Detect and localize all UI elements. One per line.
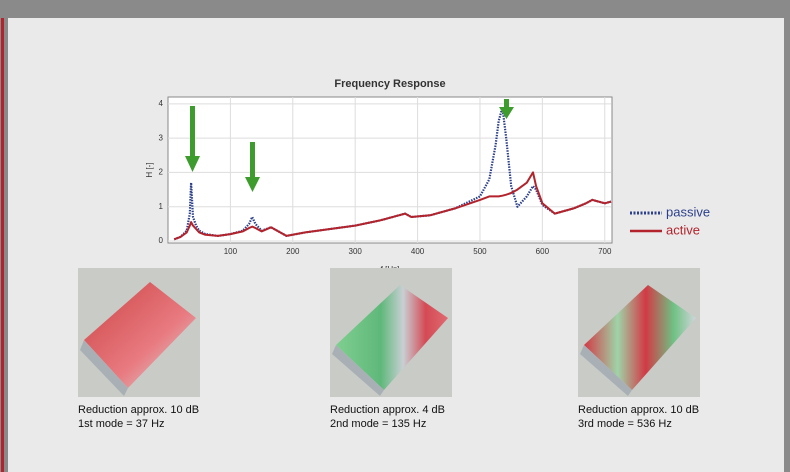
mode-image-3 — [578, 268, 700, 397]
chart-title: Frequency Response — [334, 78, 445, 90]
y-tick-label: 0 — [159, 236, 164, 245]
caption: Reduction approx. 4 dB — [330, 404, 445, 416]
x-tick-label: 600 — [536, 247, 550, 256]
x-tick-label: 200 — [286, 247, 300, 256]
legend-label: passive — [666, 204, 710, 219]
caption: Reduction approx. 10 dB — [78, 404, 199, 416]
caption: 2nd mode = 135 Hz — [330, 418, 426, 430]
mode-image-1 — [78, 268, 200, 397]
y-tick-label: 3 — [159, 133, 164, 142]
y-tick-label: 2 — [159, 168, 164, 177]
figure: Frequency Response f [Hz] H [-] 01234100… — [0, 0, 790, 472]
caption: 1st mode = 37 Hz — [78, 418, 165, 430]
arrow — [250, 142, 255, 177]
y-tick-label: 1 — [159, 202, 164, 211]
x-tick-label: 500 — [473, 247, 487, 256]
x-tick-label: 400 — [411, 247, 425, 256]
caption: 3rd mode = 536 Hz — [578, 418, 672, 430]
y-tick-label: 4 — [159, 99, 164, 108]
x-tick-label: 100 — [224, 247, 238, 256]
y-axis-label: H [-] — [145, 162, 154, 177]
x-tick-label: 700 — [598, 247, 612, 256]
plot-area — [168, 97, 612, 243]
caption: Reduction approx. 10 dB — [578, 404, 699, 416]
arrow — [190, 106, 195, 156]
edge-stripe — [1, 18, 4, 472]
x-tick-label: 300 — [349, 247, 363, 256]
arrow — [504, 99, 509, 107]
legend-label: active — [666, 222, 700, 237]
mode-image-2 — [330, 268, 452, 397]
